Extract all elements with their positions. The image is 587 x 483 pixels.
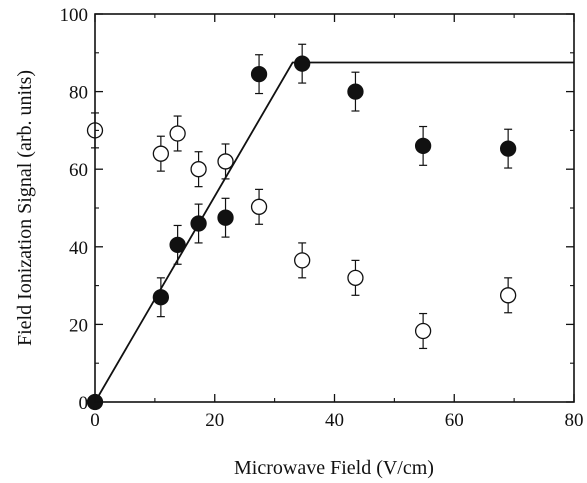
y-tick-label: 80 bbox=[69, 83, 88, 104]
data-point-filled bbox=[347, 83, 364, 100]
x-tick-label: 80 bbox=[565, 410, 584, 431]
plot-marks bbox=[86, 43, 574, 411]
y-tick-label: 0 bbox=[79, 393, 89, 414]
data-point-open bbox=[250, 198, 268, 215]
data-point-open bbox=[217, 153, 234, 170]
data-point-filled bbox=[250, 65, 268, 83]
y-tick-label: 100 bbox=[60, 5, 89, 26]
y-tick-label: 60 bbox=[69, 160, 88, 181]
data-point-filled bbox=[152, 289, 170, 306]
x-tick-label: 20 bbox=[205, 410, 224, 431]
plot-frame bbox=[94, 13, 575, 403]
data-point-open bbox=[190, 161, 207, 178]
data-point-open bbox=[152, 145, 170, 162]
series-filled bbox=[86, 43, 517, 411]
fit-line bbox=[94, 61, 574, 403]
axis-ticks bbox=[94, 13, 575, 403]
y-tick-label: 20 bbox=[69, 315, 88, 336]
data-point-filled bbox=[499, 140, 517, 157]
x-axis-label: Microwave Field (V/cm) bbox=[234, 457, 434, 479]
data-point-filled bbox=[190, 215, 207, 232]
data-point-filled bbox=[217, 209, 234, 226]
data-point-filled bbox=[169, 236, 186, 254]
data-point-open bbox=[294, 252, 311, 269]
data-point-filled bbox=[294, 55, 311, 72]
y-axis-label: Field Ionization Signal (arb. units) bbox=[14, 70, 36, 346]
data-point-open bbox=[499, 287, 517, 304]
y-tick-label: 40 bbox=[69, 238, 88, 259]
data-point-open bbox=[169, 125, 186, 142]
x-tick-label: 40 bbox=[325, 410, 344, 431]
data-point-open bbox=[414, 322, 432, 340]
series-open bbox=[86, 112, 517, 350]
data-point-open bbox=[347, 269, 364, 286]
plot-border bbox=[94, 13, 575, 403]
data-point-filled bbox=[414, 137, 432, 155]
tick-labels: 0 20 40 60 80 0 20 40 60 80 100 bbox=[60, 5, 584, 431]
x-tick-label: 0 bbox=[90, 410, 100, 431]
x-tick-label: 60 bbox=[445, 410, 464, 431]
